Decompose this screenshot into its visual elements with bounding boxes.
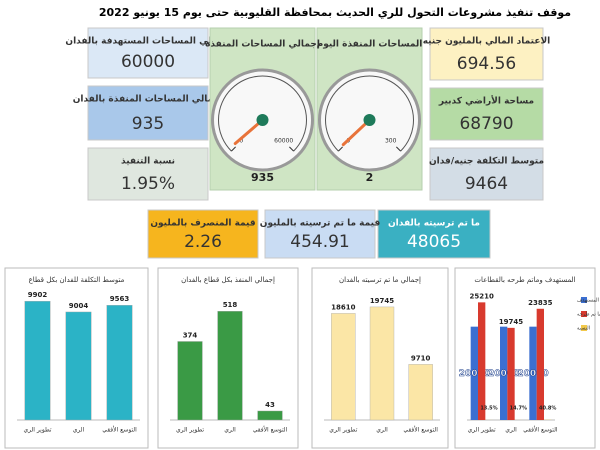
data-label: 20000 [488,369,519,379]
kpi-card [87,27,209,79]
data-label: 18610 [331,303,355,311]
kpi-value: 694.56 [457,54,516,74]
bar [507,327,515,420]
kpi-card [264,209,376,259]
kpi-card [87,147,209,201]
kpi-value: 9464 [465,174,508,194]
data-label: 374 [183,331,198,339]
kpi-value: 60000 [121,52,175,72]
bar [106,305,133,421]
x-tick-label: تطوير الري [23,427,51,434]
data-label: 43 [265,401,275,409]
gauge-tick-label: 300 [385,138,397,145]
data-label: 9004 [69,302,89,310]
gauge-tick [289,146,294,152]
data-label: 19745 [370,297,394,305]
kpi-label: متوسط التكلفة جنيه/فدان [429,157,544,167]
kpi-card [377,209,491,259]
chart-title: المستهدف وماتم طرحه بالقطاعات [474,276,575,284]
data-label: 25210 [469,292,493,300]
page-title: موقف تنفيذ مشروعات التحول للري الحديث بم… [99,6,571,19]
gauge-arc [325,75,414,152]
chart-title: إجمالي المنفذ بكل قطاع بالفدان [181,276,275,284]
x-tick-label: الري [505,427,517,434]
kpi-label: مساحة الأراضي كدبير [438,95,534,107]
data-label: 13.5% [480,406,497,412]
x-tick-label: الري [224,427,236,434]
chart-title: إجمالي ما تم ترسيته بالفدان [339,276,421,284]
kpi-value: 2.26 [184,232,222,252]
gauge-tick [396,146,401,152]
bar [177,341,203,421]
data-label: 518 [223,301,238,309]
legend-swatch [581,325,587,331]
data-label: 9902 [28,291,48,299]
kpi-label: قيمة ما تم ترسيته بالمليون [260,219,381,229]
bar [369,306,395,421]
data-label: 19745 [499,318,523,326]
gauge-hub [363,114,376,126]
legend-swatch [581,297,587,303]
data-label: 14.7% [510,406,527,412]
x-tick-label: تطوير الري [468,427,496,434]
x-tick-label: التوسع الأفقي [403,426,438,434]
kpi-label: إجمالي المساحات المستهدفة بالفدان [65,37,230,47]
x-tick-label: التوسع الأفقي [253,426,288,434]
kpi-card [429,87,544,141]
kpi-label: قيمة المنصرف بالمليون [150,219,255,229]
gauge-tick [338,146,343,152]
data-label: 20000 [517,369,548,379]
kpi-value: 935 [132,114,164,134]
kpi-label: ما تم ترسيته بالفدان [388,219,480,229]
data-label: 9710 [411,354,431,362]
x-tick-label: الري [376,427,388,434]
bar [24,300,51,421]
gauge-tick [231,146,236,152]
kpi-label: إجمالي المساحات المنفذة بالفدان [73,95,224,105]
gauge-tick-label: 60000 [274,138,293,145]
gauge-title: إجمالي المساحات المنفذة [205,40,320,50]
bar [217,311,243,421]
gauge-hub [256,114,269,126]
kpi-card [147,209,259,259]
bar [257,410,283,421]
bar [536,308,544,420]
kpi-card [87,85,209,141]
legend-label: المستهدف [577,298,599,304]
x-tick-label: التوسع الأفقي [523,426,558,434]
kpi-label: الاعتماد المالي بالمليون جنيه [423,37,551,47]
data-label: 40.8% [539,406,556,412]
data-label: 9563 [110,295,130,303]
kpi-card [429,147,544,201]
kpi-value: 68790 [459,114,513,134]
x-tick-label: الري [73,427,85,434]
x-tick-label: التوسع الأفقي [102,426,137,434]
legend-label: ما تم طرحه [577,312,600,318]
kpi-value: 48065 [407,232,461,252]
gauge-arc [218,75,307,152]
legend-swatch [581,311,587,317]
bar [331,313,356,421]
legend-label: النسبة [577,326,590,332]
bar [500,326,508,420]
bar [529,326,537,420]
gauge-tick-label: 0 [239,138,243,145]
bar [65,311,92,421]
gauge-value: 2 [366,171,374,184]
data-label: 23835 [528,299,552,307]
kpi-value: 454.91 [290,232,349,252]
gauge-value: 935 [251,171,274,184]
gauge-title: المساحات المنفذة اليوم [317,40,423,50]
kpi-value: 1.95% [121,174,175,194]
x-tick-label: تطوير الري [329,427,357,434]
data-label: 20000 [459,369,490,379]
bar [408,364,433,421]
bar [470,326,478,420]
x-tick-label: تطوير الري [176,427,204,434]
chart-title: متوسط التكلفة للفدان بكل قطاع [29,276,125,284]
kpi-label: نسبة التنفيذ [121,157,175,167]
kpi-card [429,27,544,81]
bar [478,302,486,420]
